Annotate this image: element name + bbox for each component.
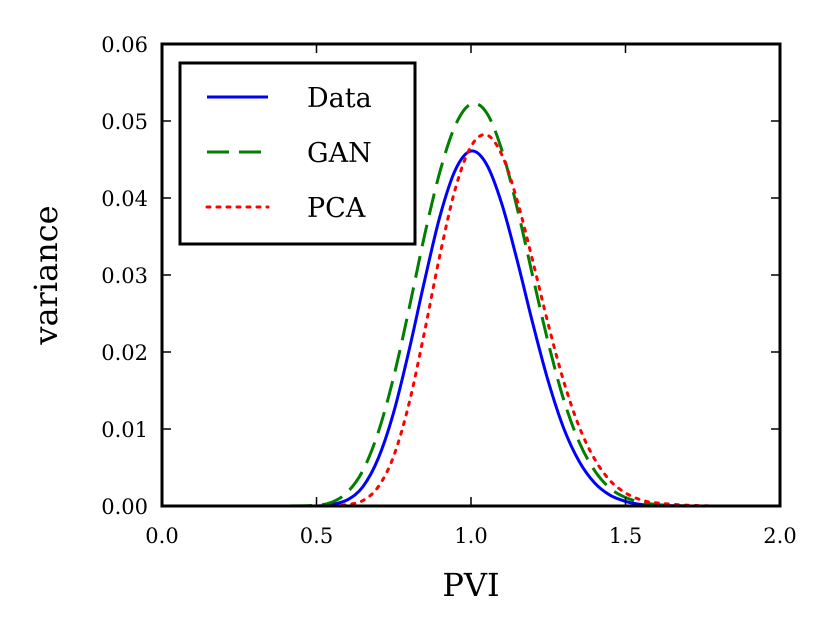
legend-label-pca: PCA	[307, 193, 366, 224]
series-line-pca	[162, 133, 780, 506]
y-tick-label: 0.01	[101, 418, 148, 442]
y-tick-label: 0.05	[101, 110, 148, 134]
plot-area-frame	[160, 42, 782, 508]
y-tick-label: 0.06	[101, 33, 148, 57]
y-tick-label: 0.02	[101, 341, 148, 365]
legend-label-gan: GAN	[307, 138, 372, 169]
x-tick-label: 1.0	[454, 524, 487, 548]
y-tick-label: 0.04	[101, 187, 148, 211]
x-tick-label: 2.0	[763, 524, 796, 548]
x-tick-label: 0.5	[300, 524, 333, 548]
x-tick-label: 1.5	[609, 524, 642, 548]
y-tick-label: 0.00	[101, 495, 148, 519]
legend-label-data: Data	[307, 83, 372, 114]
y-axis-label: variance	[27, 205, 65, 345]
y-tick-label: 0.03	[101, 264, 148, 288]
x-axis-label: PVI	[442, 566, 499, 604]
x-tick-label: 0.0	[145, 524, 178, 548]
